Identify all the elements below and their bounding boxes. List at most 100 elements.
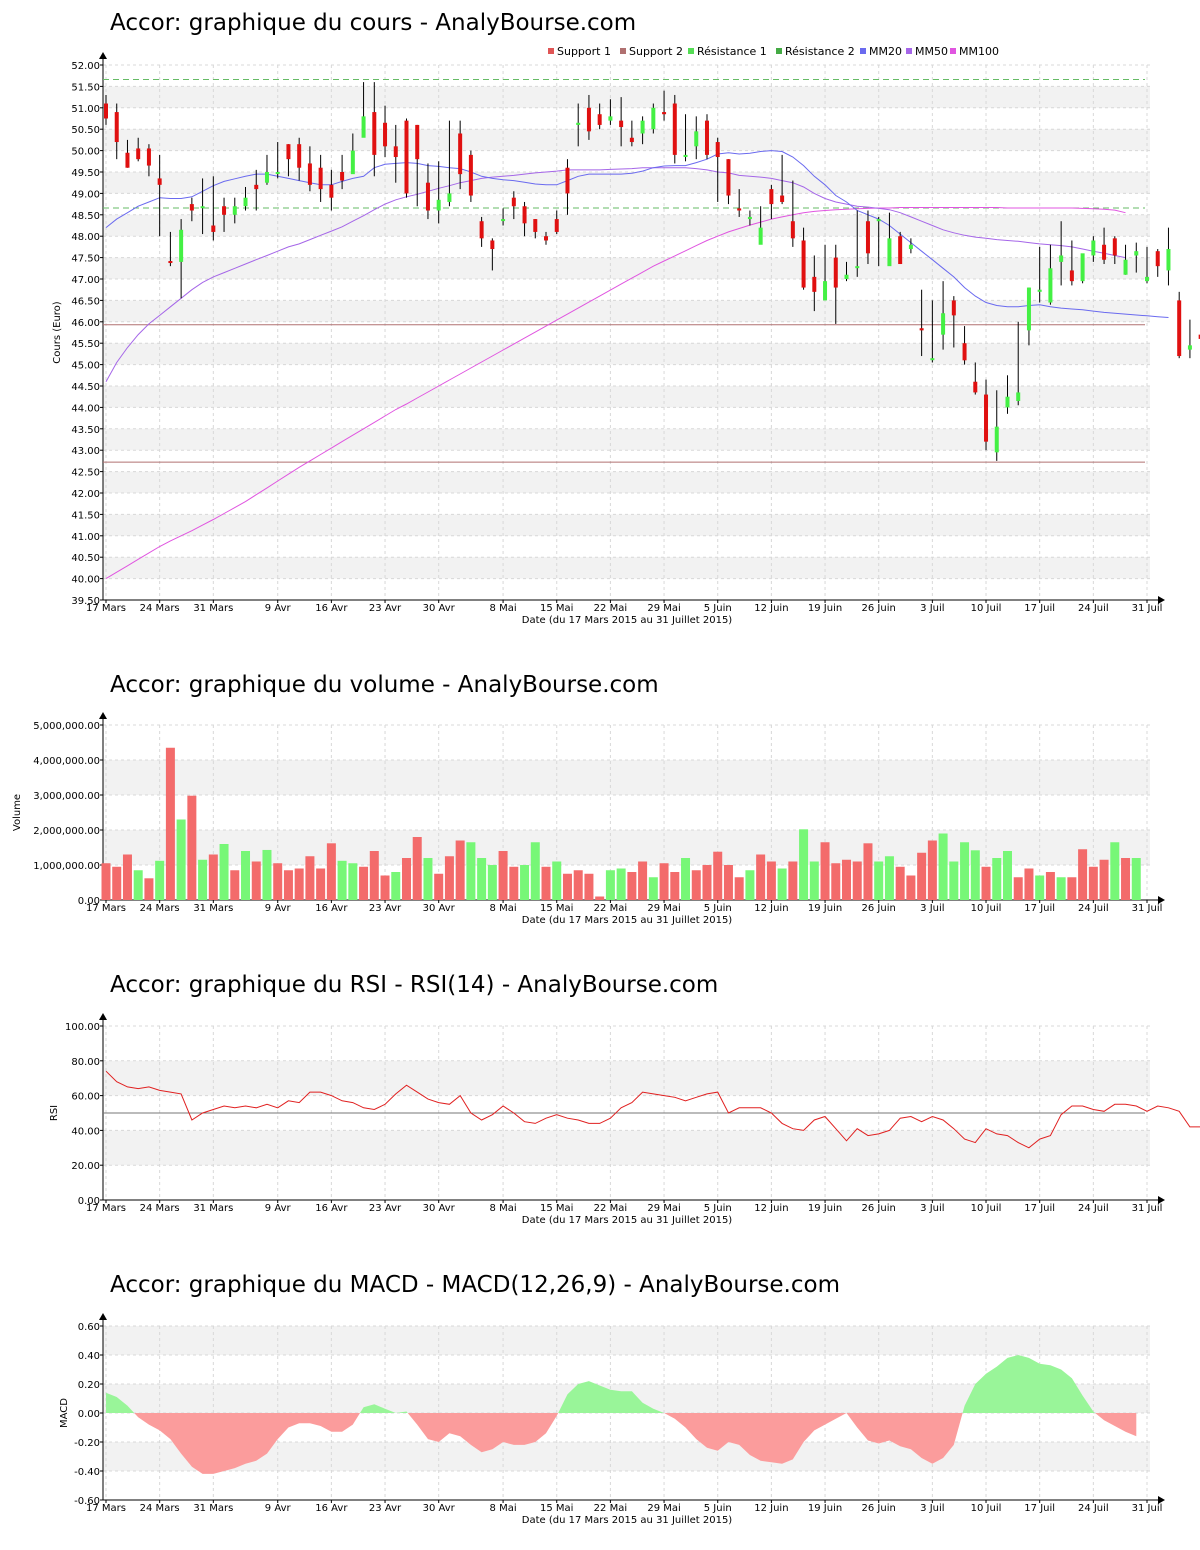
y-tick-label: 43.50 [71, 425, 100, 436]
candle-body [1198, 334, 1200, 339]
y-tick-label: 49.50 [71, 168, 100, 179]
x-tick-label: 17 Mars [86, 1503, 126, 1514]
volume-bar [348, 863, 358, 900]
volume-bar [1088, 866, 1098, 900]
candle-body [479, 221, 484, 239]
legend-swatch [776, 48, 782, 54]
macd-negative-area [664, 1413, 847, 1464]
candle-body [1102, 244, 1107, 260]
volume-bar [230, 870, 240, 900]
legend-swatch [860, 48, 866, 54]
legend-label: Support 2 [629, 45, 683, 58]
candle-body [286, 144, 291, 160]
x-tick-label: 12 Juin [754, 1503, 788, 1514]
y-tick-label: -0.40 [74, 1467, 100, 1478]
volume-bar [305, 856, 315, 900]
x-tick-label: 10 Juil [971, 1503, 1002, 1514]
x-axis-arrow [1158, 1496, 1165, 1504]
volume-bar [927, 840, 937, 900]
candle-body [576, 122, 581, 125]
y-tick-label: 41.50 [71, 510, 100, 521]
x-tick-label: 24 Mars [140, 1203, 180, 1214]
x-tick-label: 31 Mars [193, 603, 233, 614]
volume-bar [208, 854, 218, 900]
x-tick-label: 8 Mai [490, 903, 517, 914]
y-axis-label: Cours (Euro) [52, 301, 63, 364]
y-axis-label: RSI [49, 1105, 60, 1121]
grid-band [103, 471, 1150, 493]
candle-body [232, 206, 237, 215]
candle-body [726, 159, 731, 196]
grid-band [103, 386, 1150, 408]
x-tick-label: 23 Avr [369, 603, 402, 614]
y-tick-label: 49.00 [71, 189, 100, 200]
volume-chart: 0.00 1,000,000.00 2,000,000.00 3,000,000.00… [12, 712, 1165, 926]
candle-body [780, 195, 785, 202]
x-tick-label: 17 Mars [86, 1203, 126, 1214]
candle-body [565, 167, 570, 194]
volume-bar [412, 837, 422, 900]
y-tick-label: 48.50 [71, 211, 100, 222]
volume-bar [423, 858, 433, 900]
x-tick-label: 17 Mars [86, 903, 126, 914]
volume-bar [101, 863, 111, 900]
x-tick-label: 9 Avr [265, 603, 292, 614]
candle-body [747, 216, 752, 220]
x-tick-label: 5 Juin [704, 903, 732, 914]
volume-bar [777, 868, 787, 900]
volume-bar [165, 747, 175, 900]
y-tick-label: 46.00 [71, 318, 100, 329]
volume-bar [616, 868, 626, 900]
x-tick-label: 31 Mars [193, 1203, 233, 1214]
grid-band [103, 428, 1150, 451]
volume-bar [895, 866, 905, 900]
candle-body [447, 193, 452, 202]
candle-body [1069, 270, 1074, 282]
candle-body [318, 167, 323, 190]
x-tick-label: 9 Avr [265, 1503, 292, 1514]
x-tick-label: 31 Juil [1132, 603, 1163, 614]
candle-body [146, 148, 151, 166]
candle-body [715, 142, 720, 158]
x-tick-label: 24 Juil [1078, 603, 1109, 614]
candle-body [865, 221, 870, 254]
legend-label: Résistance 1 [697, 45, 767, 58]
candle-body [898, 236, 903, 265]
volume-bar [326, 843, 336, 900]
volume-bar [659, 863, 669, 900]
candle-body [1177, 300, 1182, 357]
volume-bar [884, 856, 894, 900]
x-tick-label: 16 Avr [315, 1503, 348, 1514]
price-chart-panel: Accor: graphique du cours - AnalyBourse.… [0, 0, 1200, 640]
candle-body [1026, 287, 1031, 331]
volume-bar [198, 859, 208, 900]
price-chart-title: Accor: graphique du cours - AnalyBourse.… [110, 10, 637, 36]
x-tick-label: 29 Mai [647, 1503, 680, 1514]
x-tick-label: 24 Juil [1078, 1203, 1109, 1214]
volume-bar [573, 870, 583, 900]
x-axis-arrow [1158, 1196, 1165, 1204]
volume-bar [466, 842, 476, 900]
volume-bar [509, 866, 519, 900]
volume-bar [133, 870, 143, 900]
candle-body [962, 343, 967, 361]
y-tick-label: 3,000,000.00 [33, 791, 100, 802]
volume-bar [949, 861, 959, 900]
x-tick-label: 5 Juin [704, 1503, 732, 1514]
x-tick-label: 12 Juin [754, 903, 788, 914]
x-tick-label: 9 Avr [265, 903, 292, 914]
candle-body [597, 114, 602, 125]
candle-body [544, 236, 549, 241]
volume-bar [520, 865, 530, 900]
candle-body [908, 244, 913, 250]
legend-label: Support 1 [557, 45, 611, 58]
candle-body [1080, 253, 1085, 282]
candle-body [919, 328, 924, 331]
rsi-chart: 0.00 20.00 40.00 60.00 80.00 100.00 17 Mars 24 … [49, 1013, 1200, 1226]
x-tick-label: 19 Juin [808, 603, 842, 614]
y-tick-label: 51.50 [71, 82, 100, 93]
candle-body [619, 120, 624, 128]
y-tick-label: 2,000,000.00 [33, 826, 100, 837]
candle-body [393, 146, 398, 158]
volume-bar [1099, 859, 1109, 900]
